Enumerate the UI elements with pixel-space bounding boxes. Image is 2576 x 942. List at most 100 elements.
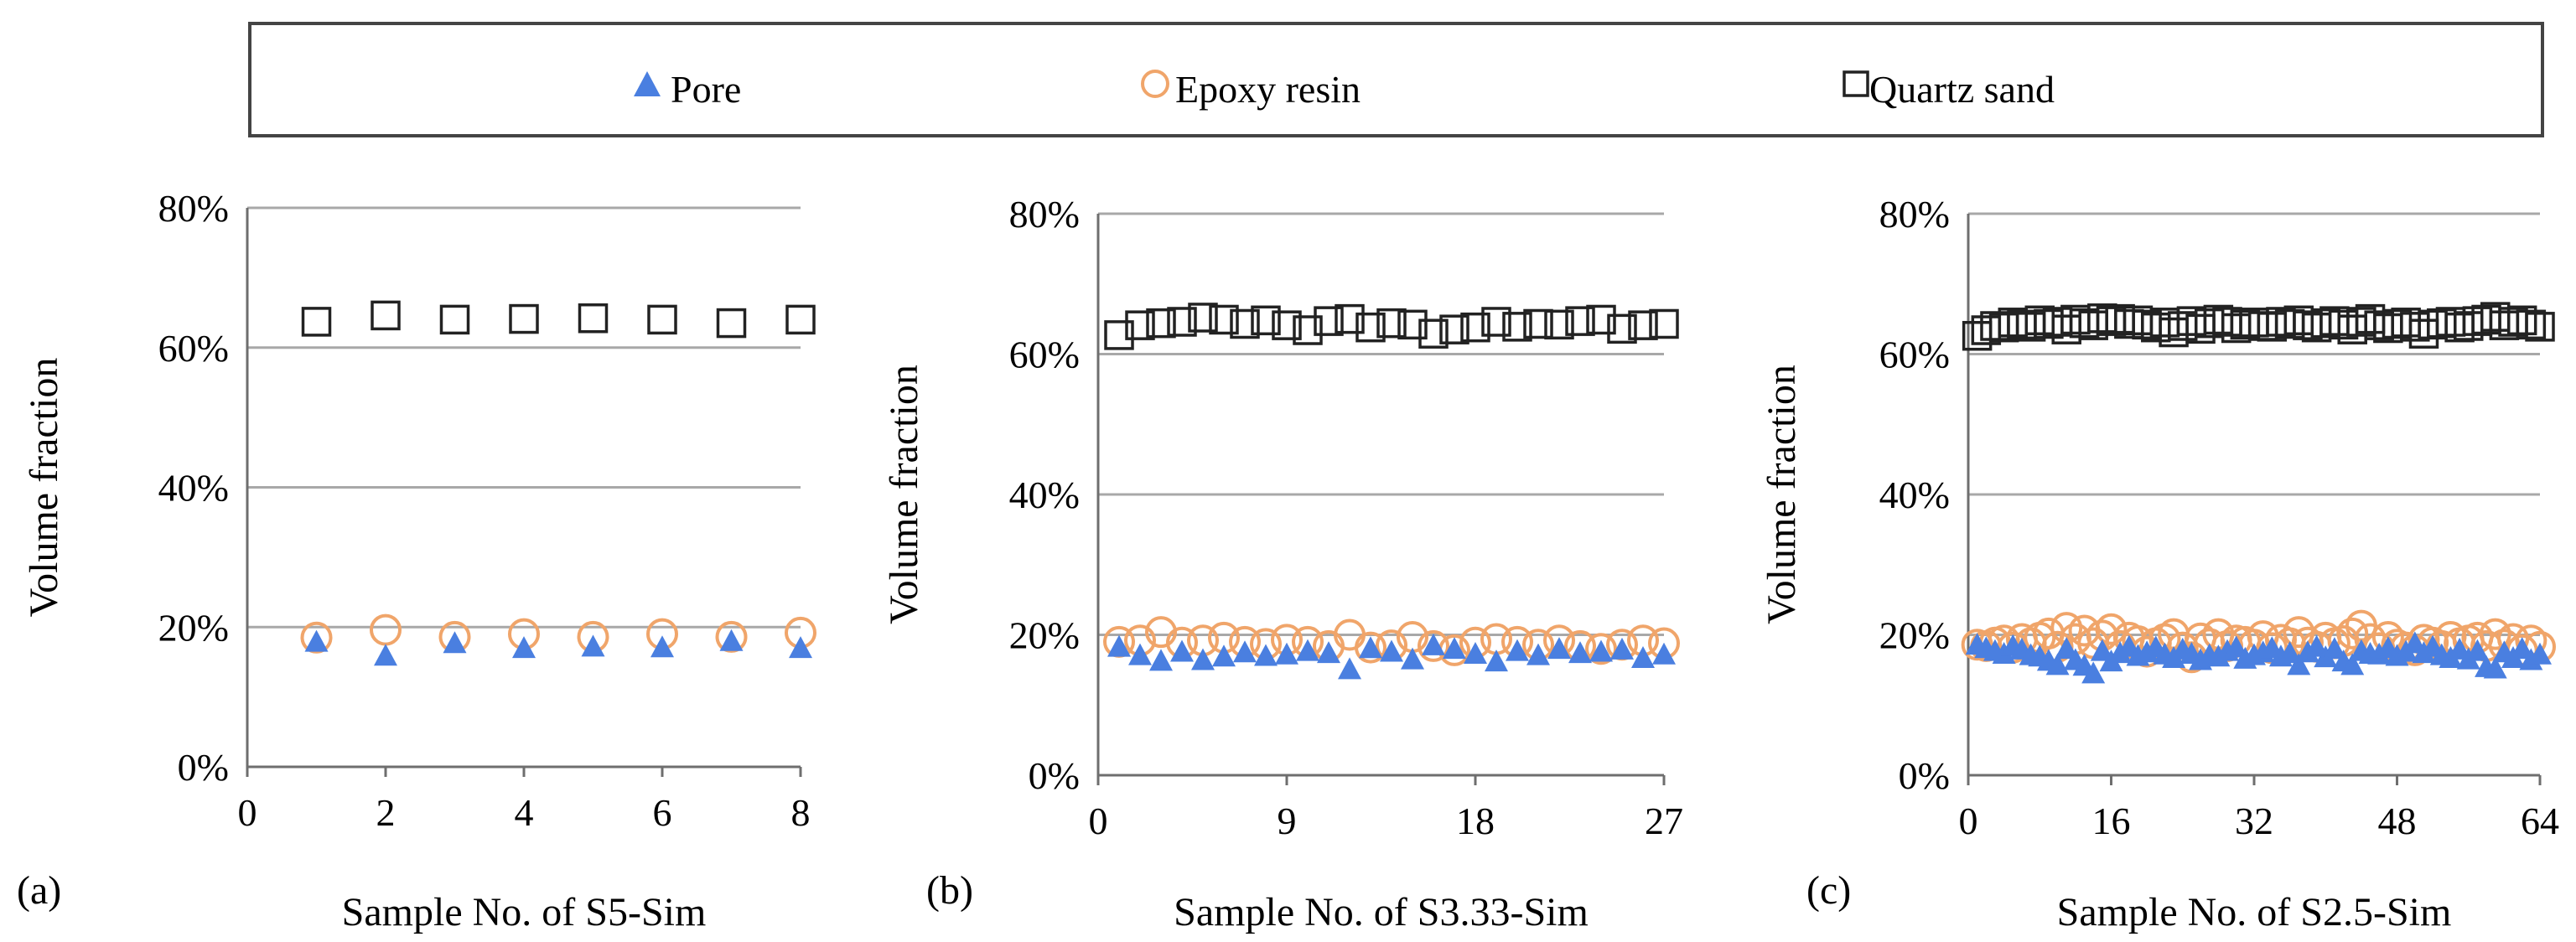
x-tick-label: 9	[1278, 800, 1297, 842]
quartz-sand-point	[371, 300, 401, 331]
pore-point	[1422, 633, 1445, 655]
pore-point	[2322, 637, 2346, 660]
panel-label: (b)	[926, 868, 973, 913]
quartz-sand-point	[716, 308, 747, 339]
quartz-sand-point	[1544, 309, 1574, 340]
epoxy-resin-point	[2336, 617, 2369, 650]
epoxy-resin-point	[370, 613, 402, 646]
quartz-sand-point	[1314, 306, 1344, 336]
quartz-sand-point	[1230, 308, 1260, 339]
pore-point	[1317, 641, 1340, 664]
x-tick-label: 16	[2092, 800, 2131, 842]
circle-icon	[1141, 70, 1169, 98]
quartz-sand-point	[2506, 305, 2537, 336]
legend-label-quartz: Quartz sand	[1869, 68, 2055, 111]
pore-point	[1568, 641, 1592, 664]
epoxy-resin-point	[2479, 618, 2511, 650]
legend-item-quartz: Quartz sand	[1843, 68, 2055, 111]
pore-point	[1359, 636, 1382, 659]
triangle-icon	[634, 71, 661, 96]
quartz-sand-point	[2525, 312, 2555, 342]
quartz-sand-point	[1146, 308, 1176, 339]
epoxy-resin-point	[1145, 616, 1177, 649]
quartz-sand-point	[439, 304, 470, 335]
pore-point	[1485, 650, 1508, 672]
y-tick-label: 80%	[1009, 193, 1080, 236]
pore-point	[719, 629, 744, 651]
x-tick-label: 48	[2378, 800, 2417, 842]
pore-point	[1233, 640, 1257, 663]
y-tick-label: 60%	[1879, 334, 1950, 376]
legend-item-epoxy: Epoxy resin	[1141, 68, 1361, 111]
pore-point	[2045, 653, 2070, 675]
pore-point	[1149, 649, 1173, 671]
pore-point	[1401, 647, 1424, 670]
y-axis-label: Volume fraction	[22, 358, 66, 618]
x-tick-label: 6	[653, 791, 672, 834]
pore-point	[1443, 637, 1466, 660]
quartz-sand-point	[1628, 310, 1658, 340]
y-tick-label: 0%	[1029, 754, 1080, 797]
pore-point	[1547, 637, 1571, 660]
y-tick-label: 0%	[1899, 754, 1950, 797]
x-tick-label: 0	[238, 791, 257, 834]
legend-frame	[248, 22, 2544, 137]
x-axis-label: Sample No. of S5-Sim	[342, 890, 707, 934]
x-tick-label: 64	[2521, 800, 2559, 842]
legend: Pore Epoxy resin Quartz sand	[248, 22, 2544, 137]
x-tick-label: 27	[1645, 800, 1683, 842]
epoxy-resin-point	[1355, 631, 1386, 664]
legend-label-epoxy: Epoxy resin	[1175, 68, 1361, 111]
quartz-sand-point	[1649, 308, 1679, 339]
pore-point	[1128, 643, 1152, 665]
pore-point	[1589, 639, 1613, 662]
quartz-sand-point	[1502, 312, 1532, 342]
quartz-sand-point	[578, 303, 609, 334]
quartz-sand-point	[1167, 307, 1197, 337]
pore-point	[304, 629, 329, 652]
quartz-sand-point	[1439, 314, 1469, 344]
epoxy-resin-point	[715, 620, 748, 653]
quartz-sand-point	[1125, 310, 1155, 340]
pore-point	[443, 631, 467, 654]
pore-point	[1526, 643, 1550, 665]
pore-point	[1212, 644, 1236, 667]
pore-point	[2295, 640, 2319, 663]
pore-point	[1275, 642, 1298, 665]
pore-point	[2278, 641, 2302, 664]
pore-point	[1464, 641, 1487, 664]
legend-item-pore: Pore	[634, 68, 741, 111]
y-tick-label: 20%	[158, 606, 229, 649]
y-tick-label: 20%	[1009, 614, 1080, 657]
y-axis-label: Volume fraction	[882, 365, 926, 624]
pore-point	[374, 644, 397, 666]
quartz-sand-point	[785, 304, 816, 335]
epoxy-resin-point	[300, 621, 333, 654]
pore-point	[1296, 639, 1319, 661]
pore-point	[1506, 639, 1529, 661]
pore-point	[1338, 657, 1361, 680]
quartz-sand-point	[301, 307, 332, 337]
quartz-sand-point	[2516, 309, 2547, 340]
quartz-sand-point	[1607, 313, 1637, 344]
pore-point	[1610, 637, 1634, 660]
x-tick-label: 0	[1089, 800, 1108, 842]
panel-label: (a)	[17, 868, 61, 913]
panel-c: 0% 20% 40% 60% 80% 0 16 32 48 64 Sample No. of S2.…	[1760, 193, 2559, 934]
quartz-sand-point	[1209, 304, 1239, 335]
square-icon	[1843, 70, 1869, 97]
pore-point	[2528, 642, 2552, 665]
panel-b: 0% 20% 40% 60% 80% 0 9 18 27 Sample No. of S3.33-…	[882, 193, 1683, 934]
y-tick-label: 60%	[1009, 334, 1080, 376]
pore-point	[1631, 645, 1655, 668]
x-axis-label: Sample No. of S3.33-Sim	[1174, 890, 1589, 934]
quartz-sand-point	[1188, 303, 1218, 333]
x-tick-label: 32	[2235, 800, 2273, 842]
y-tick-label: 20%	[1879, 614, 1950, 657]
legend-label-pore: Pore	[671, 68, 741, 111]
pore-point	[1170, 639, 1194, 662]
pore-point	[650, 635, 674, 658]
quartz-sand-point	[1272, 310, 1302, 340]
quartz-sand-point	[2051, 314, 2081, 344]
